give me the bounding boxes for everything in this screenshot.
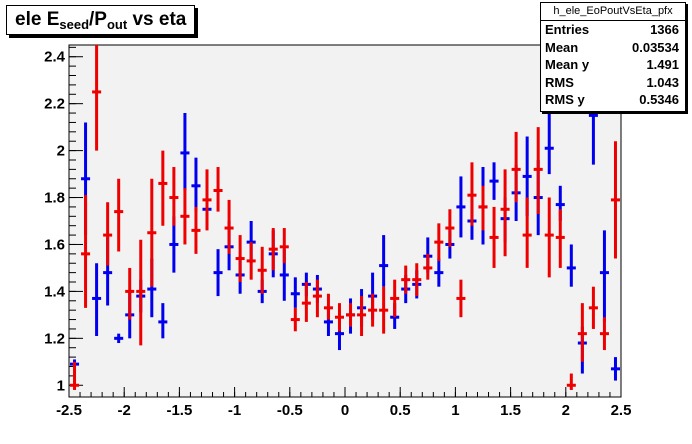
plot-frame	[68, 44, 622, 398]
stats-label: RMS y	[545, 92, 585, 107]
x-tick-label: -2	[118, 402, 131, 419]
stats-row-mean-y: Mean y 1.491	[541, 56, 685, 74]
stats-histogram-name: h_ele_EoPoutVsEta_pfx	[541, 3, 685, 21]
x-tick-label: -1	[228, 402, 241, 419]
title-suffix: vs eta	[127, 9, 187, 30]
title-subscript-seed: seed	[59, 17, 90, 32]
y-tick-label: 2	[57, 143, 65, 160]
y-tick-label: 1.4	[44, 283, 66, 300]
stats-value: 1.491	[646, 57, 679, 72]
stats-label: Entries	[545, 22, 590, 37]
x-axis: -2.5 -2 -1.5 -1 -0.5 0 0.5 1 1.5 2 2.5	[56, 387, 631, 419]
stats-value: 0.5346	[639, 92, 679, 107]
stats-box: h_ele_EoPoutVsEta_pfx Entries 1366 Mean …	[540, 2, 686, 112]
x-tick-label: 0.5	[390, 402, 411, 419]
y-tick-label: 1.6	[44, 236, 65, 253]
stats-row-rms: RMS 1.043	[541, 74, 685, 92]
stats-value: 0.03534	[632, 39, 679, 55]
y-tick-label: 2.2	[44, 96, 65, 113]
x-tick-label: 0	[341, 402, 349, 419]
stats-value: 1.043	[646, 74, 679, 90]
stats-row-entries: Entries 1366	[541, 21, 685, 39]
title-mid: /P	[89, 9, 107, 30]
x-tick-label: 2	[562, 402, 570, 419]
chart-title: ele Eseed/Pout vs eta	[6, 5, 196, 35]
title-prefix: ele E	[15, 9, 60, 30]
y-tick-label: 2.4	[44, 49, 66, 66]
stats-label: Mean	[545, 39, 579, 55]
y-axis: 1 1.2 1.4 1.6 1.8 2 2.2 2.4	[44, 46, 83, 394]
stats-label: RMS	[545, 74, 574, 90]
stats-value: 1366	[650, 22, 679, 37]
stats-row-mean: Mean 0.03534	[541, 39, 685, 57]
x-tick-label: 1	[451, 402, 459, 419]
y-tick-label: 1.8	[44, 190, 65, 207]
x-tick-label: 2.5	[611, 402, 632, 419]
x-tick-label: -1.5	[166, 402, 192, 419]
data-markers	[70, 45, 620, 390]
y-tick-label: 1.2	[44, 330, 65, 347]
x-tick-label: -0.5	[277, 402, 303, 419]
y-tick-label: 1	[57, 377, 65, 394]
x-tick-label: 1.5	[500, 402, 521, 419]
x-tick-label: -2.5	[56, 402, 82, 419]
title-subscript-out: out	[106, 17, 128, 32]
stats-row-rms-y: RMS y 0.5346	[541, 91, 685, 109]
stats-label: Mean y	[545, 57, 590, 72]
